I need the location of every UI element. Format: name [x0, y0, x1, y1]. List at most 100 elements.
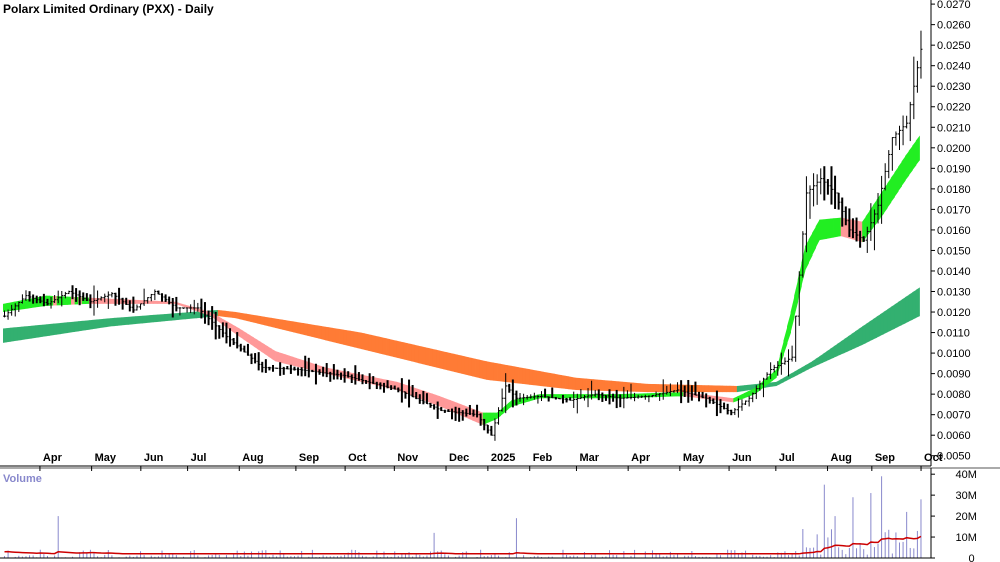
long-ma-ribbon-segment — [85, 320, 90, 331]
ohlc-bar — [439, 407, 443, 412]
ohlc-bar — [13, 303, 17, 317]
ohlc-bar — [486, 424, 490, 434]
ohlc-bar — [156, 290, 160, 295]
ohlc-bar — [160, 293, 164, 302]
ohlc-bar — [264, 359, 268, 373]
ohlc-bar — [804, 176, 808, 253]
ohlc-bar — [711, 398, 715, 405]
long-ma-ribbon-segment — [332, 327, 337, 343]
ohlc-bar — [679, 380, 683, 404]
long-ma-ribbon-segment — [242, 313, 247, 321]
time-tick-label: Jun — [144, 452, 164, 464]
long-ma-ribbon-segment — [103, 318, 108, 328]
long-ma-ribbon-segment — [658, 384, 663, 393]
short-ma-ribbon-segment — [837, 217, 842, 237]
ohlc-bar — [919, 30, 923, 79]
ohlc-bar — [411, 385, 415, 398]
ohlc-bar — [676, 382, 680, 394]
long-ma-ribbon-segment — [146, 315, 151, 323]
long-ma-ribbon-segment — [855, 328, 860, 349]
price-tick-label: 0.0050 — [937, 451, 971, 463]
short-ma-ribbon-segment — [110, 298, 115, 304]
ohlc-bar — [31, 294, 35, 304]
short-ma-ribbon-segment — [296, 358, 301, 368]
ohlc-bar — [475, 404, 479, 418]
long-ma-ribbon-segment — [121, 317, 126, 326]
ohlc-bar — [504, 373, 508, 414]
ohlc-bar — [629, 383, 633, 400]
ohlc-bar — [729, 409, 733, 416]
ohlc-bar — [686, 379, 690, 403]
long-ma-ribbon-segment — [622, 381, 627, 392]
ohlc-bar — [396, 387, 400, 393]
short-ma-ribbon-segment — [815, 219, 820, 248]
time-tick-label: Aug — [242, 452, 263, 464]
long-ma-ribbon-segment — [353, 331, 358, 349]
long-ma-ribbon-segment — [310, 324, 315, 338]
long-ma-ribbon-segment — [507, 365, 512, 383]
short-ma-ribbon-segment — [3, 303, 7, 313]
ohlc-bar — [568, 397, 572, 401]
short-ma-ribbon-segment — [912, 140, 917, 171]
ohlc-bar — [901, 115, 905, 146]
short-ma-ribbon-segment — [63, 296, 68, 306]
long-ma-ribbon-segment — [296, 322, 301, 335]
long-ma-ribbon-segment — [292, 321, 297, 334]
short-ma-ribbon-segment — [310, 362, 315, 371]
long-ma-ribbon-segment — [847, 333, 852, 352]
long-ma-ribbon-segment — [858, 326, 863, 347]
short-ma-ribbon-segment — [156, 300, 161, 304]
ohlc-bar — [801, 231, 805, 278]
long-ma-ribbon-segment — [708, 385, 713, 393]
short-ma-ribbon-segment — [812, 226, 817, 256]
short-ma-ribbon-segment — [901, 156, 906, 187]
long-ma-ribbon-segment — [350, 330, 355, 348]
ohlc-bar — [425, 393, 429, 405]
short-ma-ribbon-segment — [217, 316, 222, 324]
long-ma-ribbon-segment — [604, 380, 609, 391]
ohlc-bar — [557, 397, 561, 400]
ohlc-bar — [833, 175, 837, 209]
long-ma-ribbon-segment — [647, 383, 652, 393]
ohlc-bar — [357, 372, 361, 381]
ohlc-bar — [35, 295, 39, 304]
price-tick-label: 0.0220 — [937, 102, 971, 114]
ohlc-bar — [586, 388, 590, 408]
long-ma-ribbon-segment — [156, 314, 161, 322]
short-ma-ribbon-segment — [733, 396, 738, 403]
short-ma-ribbon-segment — [285, 354, 290, 365]
short-ma-ribbon-segment — [794, 279, 799, 318]
long-ma-ribbon-segment — [375, 335, 380, 354]
ohlc-bar — [837, 192, 841, 210]
ohlc-bar — [38, 296, 42, 304]
price-tick-label: 0.0180 — [937, 184, 971, 196]
ohlc-bar — [540, 391, 543, 401]
long-ma-ribbon-segment — [436, 349, 441, 369]
ohlc-bar — [443, 409, 447, 413]
ohlc-bar — [164, 294, 168, 302]
ohlc-bar — [103, 293, 107, 303]
long-ma-ribbon-segment — [407, 343, 412, 362]
long-ma-ribbon-segment — [178, 312, 183, 320]
ohlc-bar — [267, 366, 271, 371]
long-ma-ribbon-segment — [654, 384, 659, 393]
ohlc-bar — [593, 389, 597, 397]
long-ma-ribbon-segment — [42, 324, 47, 337]
ohlc-bar — [253, 353, 257, 364]
long-ma-ribbon-segment — [164, 313, 169, 322]
long-ma-ribbon-segment — [250, 314, 254, 323]
long-ma-ribbon-segment — [905, 294, 910, 324]
ohlc-bar — [905, 115, 909, 129]
short-ma-ribbon-segment — [890, 172, 895, 203]
ohlc-bar — [898, 125, 901, 150]
ohlc-bar — [532, 392, 536, 400]
ohlc-bar — [239, 343, 243, 352]
ohlc-bars — [3, 30, 923, 441]
ohlc-bar — [85, 293, 89, 301]
long-ma-ribbon-segment — [389, 339, 394, 357]
short-ma-ribbon-segment — [260, 342, 265, 354]
short-ma-ribbon-segment — [833, 217, 838, 238]
price-tick-label: 0.0160 — [937, 225, 971, 237]
long-ma-ribbon-segment — [525, 368, 530, 385]
long-ma-ribbon-segment — [153, 314, 158, 323]
